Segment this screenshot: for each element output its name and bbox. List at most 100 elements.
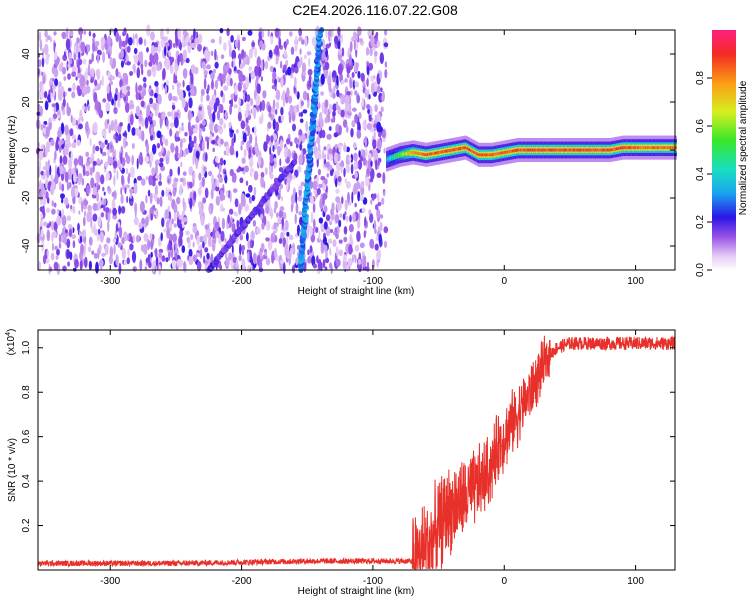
heatmap-cell [110,119,115,132]
heatmap-cell [376,40,381,48]
heatmap-cell [322,182,327,192]
heatmap-cell [223,85,229,91]
heatmap-cell [294,137,298,144]
heatmap-cell [259,101,263,112]
heatmap-carrier-cell [500,151,503,155]
heatmap-cell [61,183,65,192]
heatmap-cell [343,226,348,235]
heatmap-cell [325,43,331,49]
heatmap-cell [176,82,182,88]
heatmap-cell [56,215,62,226]
heatmap-cell [83,216,86,227]
heatmap-cell [337,40,341,50]
heatmap-cell [376,172,382,179]
heatmap-cell [201,176,205,188]
heatmap-cell [263,141,268,152]
heatmap-cell [224,174,228,184]
heatmap-cell [279,158,282,167]
heatmap-carrier-cell [476,152,479,156]
heatmap-cell [274,200,278,210]
heatmap-cell [243,148,247,158]
heatmap-cell [154,247,158,258]
heatmap-cell [49,221,52,227]
heatmap-cell [121,174,125,186]
heatmap-cell [66,215,72,221]
heatmap-cell [382,172,386,184]
heatmap-cell [202,197,207,204]
heatmap-cell [291,175,296,180]
colorbar-ticks: 0.0 0.2 0.4 0.6 0.8 [695,71,712,277]
heatmap-cell [58,81,62,88]
heatmap-cell [352,107,357,112]
heatmap-cell [375,158,378,171]
heatmap-cell [84,170,90,177]
heatmap-cell [383,147,386,154]
heatmap-cell [228,48,232,58]
heatmap-cell [168,92,173,102]
heatmap-cell [183,261,186,271]
colorbar-gradient [712,30,736,270]
heatmap-carrier-cell [439,150,442,154]
heatmap-cell [211,139,216,145]
heatmap-cell [364,135,367,148]
heatmap-cell [44,100,49,111]
heatmap-cell [98,228,101,235]
heatmap-cell [349,214,352,223]
heatmap-cell [140,100,145,108]
heatmap-carrier-cell [442,150,445,154]
heatmap-cell [324,61,330,71]
heatmap-cell [351,36,355,42]
heatmap-cell [53,31,57,36]
heatmap-carrier-cell [664,146,667,150]
heatmap-cell [350,153,354,163]
heatmap-cell [67,142,72,148]
heatmap-cell [359,242,365,249]
heatmap-cell [155,163,158,175]
heatmap-cell [261,222,265,230]
heatmap-cell [364,88,368,98]
heatmap-cell [92,203,98,211]
heatmap-cell [337,176,342,183]
heatmap-cell [278,37,282,49]
heatmap-cell [150,31,155,41]
heatmap-cell [281,217,284,228]
heatmap-cell [231,222,236,233]
heatmap-cell [77,88,82,97]
heatmap-cell [297,195,303,202]
heatmap-cell [168,50,171,57]
heatmap-cell [171,218,174,225]
heatmap-cell [203,255,206,264]
heatmap-cell [164,84,167,95]
heatmap-carrier-cell [522,148,525,152]
heatmap-cell [324,244,328,253]
heatmap-cell [255,94,261,106]
heatmap-carrier-cell [485,153,488,157]
heatmap-cell [324,117,329,124]
heatmap-cell [86,44,91,52]
heatmap-carrier-cell [555,148,558,152]
heatmap-cell [142,87,147,97]
heatmap-carrier-cell [481,153,484,157]
heatmap-cell [156,130,162,139]
heatmap-cell [126,195,129,204]
heatmap-cell [190,73,194,85]
heatmap-carrier-cell [433,151,436,155]
heatmap-cell [200,93,203,103]
heatmap-cell [111,98,114,106]
heatmap-cell [254,47,257,58]
heatmap-cell [245,102,251,112]
heatmap-cell [61,66,67,75]
heatmap-cell [332,92,336,99]
y-tick-label: 0.6 [21,429,32,443]
heatmap-cell [341,47,345,57]
heatmap-cell [274,140,278,150]
heatmap-cell [135,234,140,243]
heatmap-carrier-cell [647,146,650,150]
heatmap-cell [46,169,50,179]
heatmap-cell [250,70,255,80]
heatmap-cell [193,171,196,181]
heatmap-cell [279,206,285,212]
heatmap-cell [376,192,380,202]
heatmap-carrier-cell [388,157,391,161]
heatmap-cell [68,228,72,238]
